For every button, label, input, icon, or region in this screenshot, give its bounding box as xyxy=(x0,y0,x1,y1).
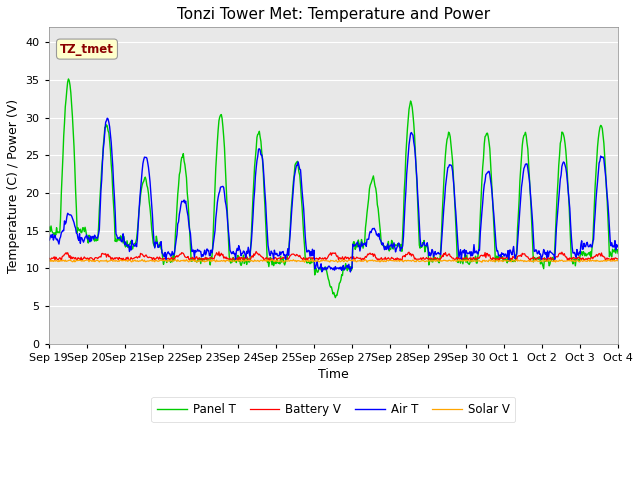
Solar V xyxy=(202,258,210,264)
Panel T xyxy=(202,255,210,261)
Air T xyxy=(115,236,122,241)
Battery V xyxy=(421,256,429,262)
Solar V xyxy=(172,258,180,264)
Line: Battery V: Battery V xyxy=(49,252,618,261)
Solar V xyxy=(114,259,122,264)
Panel T xyxy=(55,230,63,236)
Air T xyxy=(202,250,210,256)
Panel T xyxy=(115,235,122,241)
Battery V xyxy=(202,254,209,260)
Air T xyxy=(614,243,622,249)
Air T xyxy=(347,269,355,275)
Line: Panel T: Panel T xyxy=(49,79,618,298)
Panel T xyxy=(172,220,180,226)
Battery V xyxy=(172,253,179,259)
Air T xyxy=(55,241,63,247)
Legend: Panel T, Battery V, Air T, Solar V: Panel T, Battery V, Air T, Solar V xyxy=(152,397,515,422)
Panel T xyxy=(65,76,72,82)
Air T xyxy=(104,115,111,121)
Line: Solar V: Solar V xyxy=(49,259,618,262)
Battery V xyxy=(114,255,122,261)
Panel T xyxy=(45,227,52,233)
Air T xyxy=(45,238,52,243)
Solar V xyxy=(138,256,146,262)
Solar V xyxy=(614,258,622,264)
Panel T xyxy=(421,249,429,255)
Solar V xyxy=(420,258,428,264)
Solar V xyxy=(45,259,52,264)
Battery V xyxy=(55,256,63,262)
Panel T xyxy=(614,251,622,256)
Battery V xyxy=(252,249,260,254)
Y-axis label: Temperature (C) / Power (V): Temperature (C) / Power (V) xyxy=(7,98,20,273)
Solar V xyxy=(55,258,63,264)
X-axis label: Time: Time xyxy=(318,368,349,381)
Air T xyxy=(172,237,180,243)
Air T xyxy=(404,151,412,157)
Title: Tonzi Tower Met: Temperature and Power: Tonzi Tower Met: Temperature and Power xyxy=(177,7,490,22)
Solar V xyxy=(404,258,412,264)
Air T xyxy=(421,242,429,248)
Battery V xyxy=(358,258,365,264)
Panel T xyxy=(332,295,339,300)
Panel T xyxy=(404,116,412,121)
Text: TZ_tmet: TZ_tmet xyxy=(60,43,114,56)
Solar V xyxy=(478,259,486,265)
Battery V xyxy=(614,256,622,262)
Battery V xyxy=(45,255,52,261)
Battery V xyxy=(404,250,412,255)
Line: Air T: Air T xyxy=(49,118,618,272)
